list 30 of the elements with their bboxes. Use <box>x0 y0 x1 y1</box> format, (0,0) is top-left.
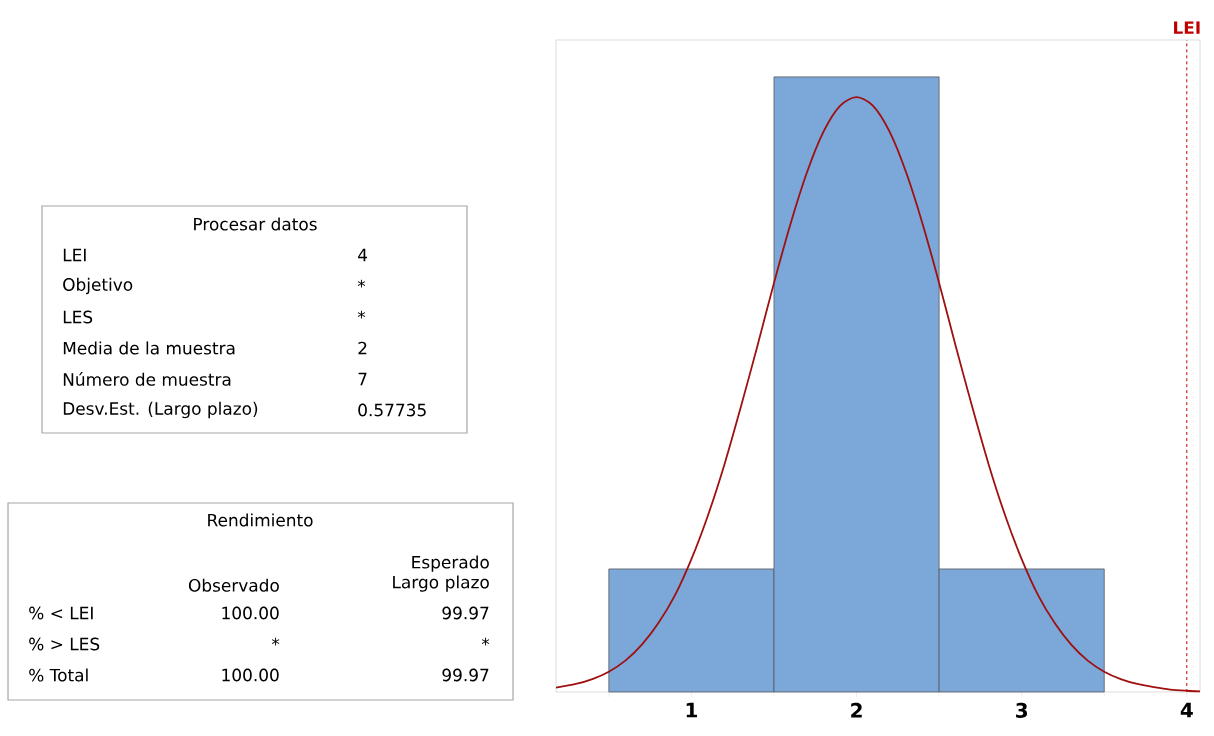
text: 2 <box>358 341 367 355</box>
category-label: LEI <box>63 248 86 262</box>
category-label: LES <box>63 310 93 324</box>
text: * <box>357 310 366 319</box>
text: 99.97 <box>442 606 489 620</box>
text: 100.00 <box>222 668 279 682</box>
text: 7 <box>358 372 367 386</box>
x-tick-label: 3 <box>1016 702 1028 718</box>
text: 99.97 <box>442 668 489 682</box>
category-label: Número de muestra <box>63 372 231 386</box>
text: Rendimiento <box>208 513 313 527</box>
category-label: Objetivo <box>63 277 133 295</box>
category-label: Media de la muestra <box>63 341 235 355</box>
text: * <box>357 279 366 288</box>
category-label: Esperado Largo plazo <box>393 555 489 592</box>
x-tick-label: 1 <box>686 702 697 718</box>
category-label: % Total <box>29 668 88 682</box>
x-tick-label: 2 <box>851 702 862 718</box>
category-label: % < LEI <box>29 606 93 620</box>
text: * <box>481 637 490 646</box>
text: 0.57735 <box>358 403 426 417</box>
text: * <box>271 637 280 646</box>
category-label: Observado <box>188 578 279 592</box>
category-label: % > LES <box>29 637 100 651</box>
ref-line-label: LEI <box>1174 21 1200 34</box>
category-label: Desv.Est. (Largo plazo) <box>63 401 258 419</box>
x-tick-label: 4 <box>1180 702 1193 718</box>
text: 4 <box>358 248 368 262</box>
text: 100.00 <box>222 606 279 620</box>
text: Procesar datos <box>194 217 317 231</box>
